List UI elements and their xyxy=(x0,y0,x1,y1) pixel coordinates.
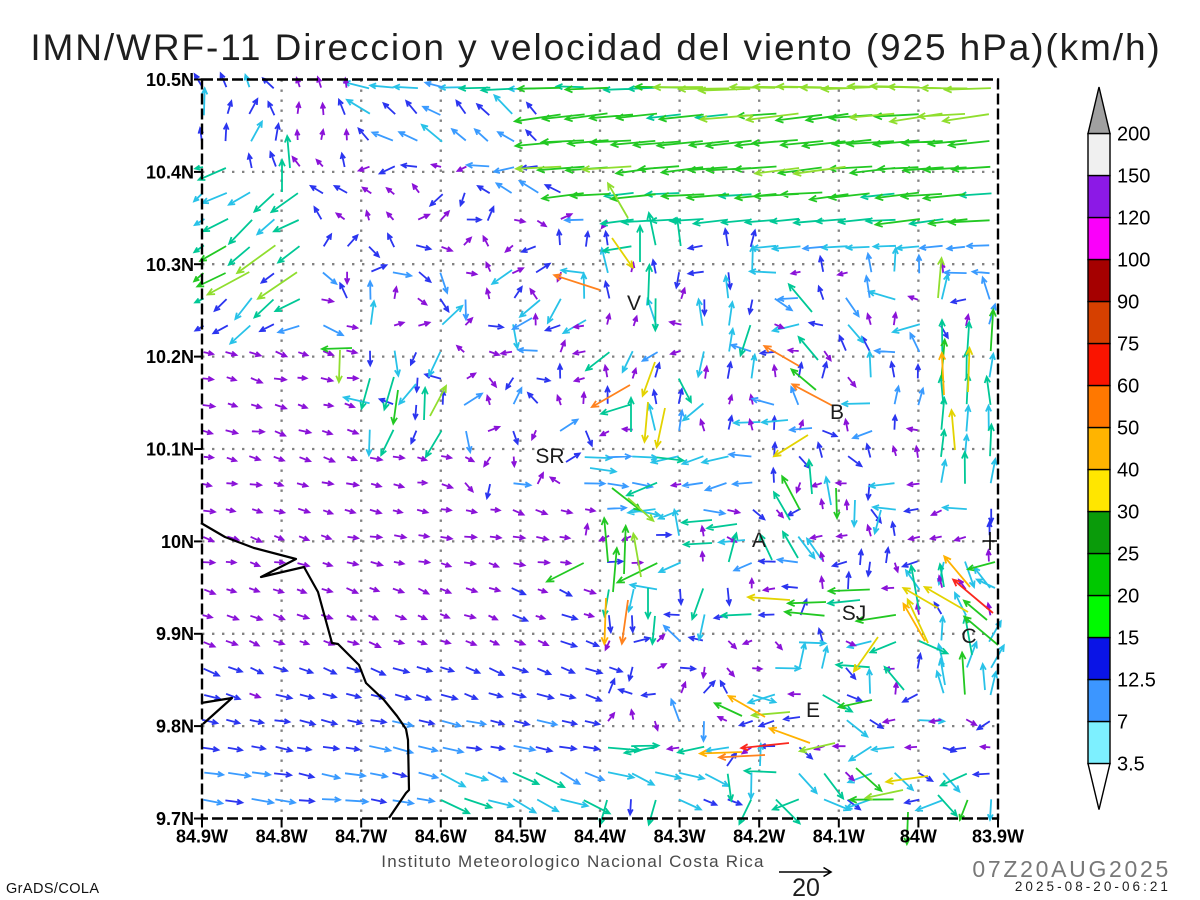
svg-text:84.5W: 84.5W xyxy=(494,827,546,847)
svg-text:83.9W: 83.9W xyxy=(972,827,1024,847)
svg-text:Instituto Meteorologico Nacion: Instituto Meteorologico Nacional Costa R… xyxy=(381,852,765,871)
svg-text:SJ: SJ xyxy=(842,602,867,625)
svg-text:120: 120 xyxy=(1117,208,1150,230)
svg-text:40: 40 xyxy=(1117,460,1139,482)
svg-text:C: C xyxy=(961,625,976,648)
svg-text:100: 100 xyxy=(1117,250,1150,272)
svg-text:SR: SR xyxy=(535,445,564,468)
svg-text:84.1W: 84.1W xyxy=(813,827,865,847)
svg-text:9.7N: 9.7N xyxy=(156,809,194,829)
svg-text:90: 90 xyxy=(1117,292,1139,314)
svg-text:10.5N: 10.5N xyxy=(146,70,194,90)
svg-text:75: 75 xyxy=(1117,334,1139,356)
svg-text:84.6W: 84.6W xyxy=(415,827,467,847)
svg-text:200: 200 xyxy=(1117,124,1150,146)
svg-text:GrADS/COLA: GrADS/COLA xyxy=(6,881,99,897)
svg-text:12.5: 12.5 xyxy=(1117,670,1156,692)
svg-text:25: 25 xyxy=(1117,544,1139,566)
svg-text:15: 15 xyxy=(1117,628,1139,650)
svg-text:84.7W: 84.7W xyxy=(335,827,387,847)
svg-text:60: 60 xyxy=(1117,376,1139,398)
svg-text:10.4N: 10.4N xyxy=(146,162,194,182)
svg-text:84W: 84W xyxy=(900,827,937,847)
svg-text:84.8W: 84.8W xyxy=(256,827,308,847)
svg-text:20: 20 xyxy=(1117,586,1139,608)
svg-text:10.2N: 10.2N xyxy=(146,347,194,367)
svg-text:V: V xyxy=(627,292,641,315)
svg-text:3.5: 3.5 xyxy=(1117,754,1145,776)
svg-text:84.9W: 84.9W xyxy=(176,827,228,847)
svg-text:A: A xyxy=(752,529,766,552)
svg-text:B: B xyxy=(830,401,844,424)
svg-text:07Z20AUG2025: 07Z20AUG2025 xyxy=(972,856,1171,882)
svg-text:9.8N: 9.8N xyxy=(156,717,194,737)
svg-text:IMN/WRF-11 Direccion y velocid: IMN/WRF-11 Direccion y velocidad del vie… xyxy=(30,27,1161,68)
svg-text:10N: 10N xyxy=(161,532,194,552)
svg-text:2025-08-20-06:21: 2025-08-20-06:21 xyxy=(1015,879,1171,894)
svg-text:20: 20 xyxy=(792,874,820,900)
svg-text:84.2W: 84.2W xyxy=(733,827,785,847)
svg-text:E: E xyxy=(806,699,820,722)
svg-text:50: 50 xyxy=(1117,418,1139,440)
svg-text:150: 150 xyxy=(1117,166,1150,188)
svg-text:9.9N: 9.9N xyxy=(156,624,194,644)
svg-text:84.3W: 84.3W xyxy=(654,827,706,847)
svg-text:7: 7 xyxy=(1117,712,1128,734)
svg-text:10.1N: 10.1N xyxy=(146,440,194,460)
svg-text:10.3N: 10.3N xyxy=(146,255,194,275)
svg-text:84.4W: 84.4W xyxy=(574,827,626,847)
svg-text:30: 30 xyxy=(1117,502,1139,524)
